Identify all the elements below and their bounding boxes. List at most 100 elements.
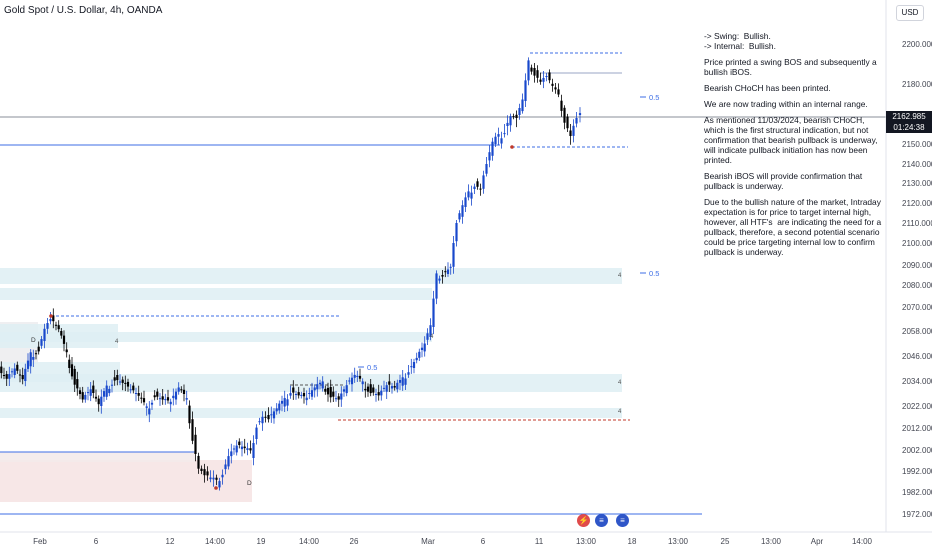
y-tick-label: 2002.000 [902,446,932,455]
candle-body [575,118,578,124]
marker-label: D [247,480,252,487]
candle-body [521,99,524,112]
candle-body [275,408,278,412]
candle-body [500,138,503,144]
candle-body [530,67,533,72]
candle-body [113,377,116,381]
candle-body [164,399,167,401]
candle-body [60,331,63,336]
candle-body [218,481,221,488]
candle-body [310,390,314,397]
candle-body [221,474,224,478]
candle-body [494,136,497,144]
zone-label: 4 [618,380,622,386]
candle-body [13,368,16,375]
candle-body [46,323,49,329]
y-tick-label: 2034.000 [902,377,932,386]
candle-body [289,393,292,396]
y-tick-label: 2046.000 [902,352,932,361]
candle-body [350,377,354,385]
x-tick-label: 18 [628,537,637,546]
fib-label: 0.5 [649,269,659,278]
candle-body [54,324,58,326]
x-tick-label: 26 [350,537,359,546]
note-line: As mentioned 11/03/2024, bearish CHoCH, … [704,115,880,165]
candle-body [380,390,383,396]
candle-body [49,319,52,322]
x-tick-label: 25 [721,537,730,546]
candle-body [118,381,122,383]
candle-body [554,87,557,90]
currency-button[interactable]: USD [896,5,924,21]
y-tick-label: 2080.000 [902,281,932,290]
x-tick-label: 11 [535,537,544,546]
candle-body [78,390,82,394]
candle-body [283,398,286,407]
candle-body [345,385,348,394]
x-tick-label: 14:00 [205,537,226,546]
candle-body [412,362,416,368]
zone [0,374,622,392]
lightning-event-icon[interactable]: ⚡ [577,514,590,527]
candle-body [185,398,188,400]
x-tick-label: 6 [481,537,486,546]
candle-body [238,441,241,445]
candle-body [503,133,506,135]
candle-body [261,416,264,424]
candle-body [452,243,455,267]
candle-body [458,213,461,220]
candle-body [377,392,380,396]
y-tick-label: 2130.000 [902,179,932,188]
candle-body [206,471,209,476]
candle-body [172,395,175,399]
candle-body [24,368,27,381]
candle-body [566,116,569,129]
candle-body [16,364,19,371]
x-axis: Feb 6 12 14:00 19 14:00 26 Mar 6 11 13:00 18 13:00 25… [0,531,932,546]
candle-body [444,271,447,273]
y-tick-label: 2140.000 [902,160,932,169]
candle-body [497,134,500,137]
candle-body [21,375,24,380]
candle-body [177,387,180,392]
candle-body [212,477,215,480]
candle-body [539,79,542,82]
candle-body [461,205,464,217]
pivot-dot [214,486,218,490]
candle-body [158,398,162,400]
candle-body [153,395,156,398]
candle-body [68,359,71,368]
candle-body [174,391,178,400]
candle-body [388,381,391,385]
candle-body [491,141,494,156]
candle-body [464,197,467,207]
candle-body [94,396,98,399]
y-tick-label: 2120.000 [902,199,932,208]
candle-body [524,80,527,101]
candle-body [353,375,356,378]
candle-body [102,391,106,397]
candle-body [300,394,303,396]
candle-body [372,387,375,393]
candle-body [272,411,276,419]
us-flag-event-icon[interactable]: ≡ [616,514,629,527]
candle-body [509,116,512,126]
candle-body [390,386,394,389]
us-flag-event-icon[interactable]: ≡ [595,514,608,527]
candle-body [0,366,3,374]
candle-body [348,380,351,382]
candle-body [280,400,284,404]
candle-body [473,186,476,189]
candle-body [89,389,92,396]
current-price: 2162.985 [892,112,926,121]
candle-body [267,415,270,420]
candle-body [224,464,227,470]
candle-body [435,273,438,299]
candle-body [366,386,370,392]
note-line: Price printed a swing BOS and subsequent… [704,57,880,77]
candle-body [110,384,114,386]
candle-body [209,477,212,480]
fib-label: 0.5 [649,93,659,102]
candle-body [361,381,364,385]
